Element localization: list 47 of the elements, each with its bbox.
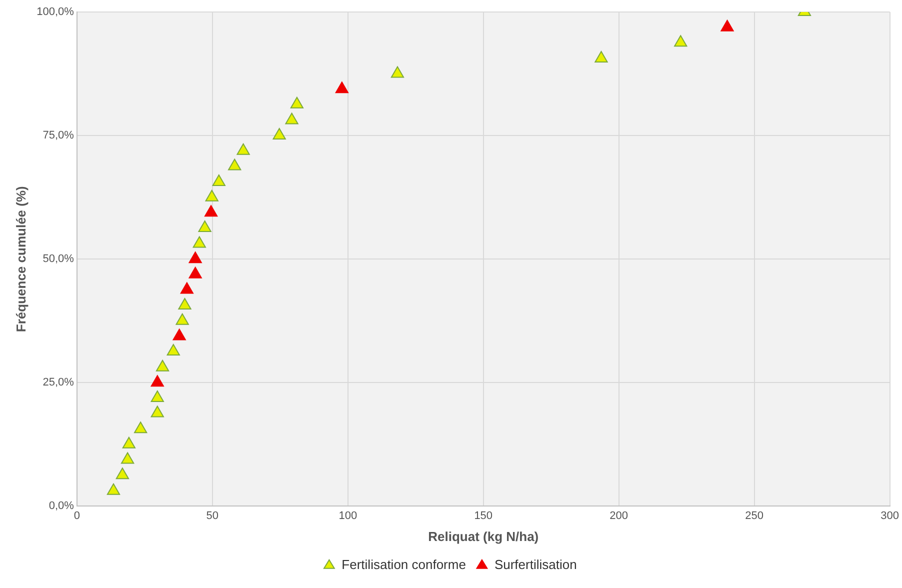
point bbox=[212, 174, 226, 186]
point bbox=[116, 468, 129, 480]
point bbox=[172, 328, 186, 340]
point bbox=[121, 452, 134, 464]
point bbox=[594, 50, 608, 62]
x-tick-label: 50 bbox=[206, 510, 219, 522]
x-tick-label: 150 bbox=[474, 510, 493, 522]
point bbox=[236, 143, 250, 155]
point bbox=[150, 390, 164, 402]
point bbox=[188, 252, 202, 264]
point bbox=[205, 190, 218, 202]
point bbox=[290, 96, 304, 108]
point bbox=[390, 66, 404, 78]
point bbox=[178, 298, 192, 310]
y-tick-label: 50,0% bbox=[42, 253, 74, 266]
x-tick-label: 0 bbox=[74, 510, 80, 522]
x-tick-label: 200 bbox=[610, 510, 628, 522]
point bbox=[166, 344, 180, 356]
x-axis-title: Reliquat (kg N/ha) bbox=[428, 528, 539, 544]
x-tick-label: 300 bbox=[880, 510, 900, 522]
point bbox=[122, 436, 136, 448]
x-tick-label: 100 bbox=[338, 510, 358, 522]
point bbox=[176, 313, 189, 325]
y-tick-label: 0,0% bbox=[48, 500, 74, 512]
y-tick-label: 25,0% bbox=[42, 376, 74, 389]
point bbox=[150, 406, 164, 418]
point bbox=[150, 375, 164, 387]
point bbox=[272, 128, 286, 140]
y-axis-title: Fréquence cumulée (%) bbox=[13, 186, 28, 332]
legend-label: Surfertilisation bbox=[494, 557, 577, 572]
point bbox=[204, 205, 218, 217]
point bbox=[228, 158, 242, 170]
point bbox=[674, 35, 688, 47]
legend-label: Fertilisation conforme bbox=[342, 557, 466, 572]
point bbox=[335, 82, 348, 94]
point bbox=[188, 266, 202, 278]
point bbox=[285, 112, 298, 124]
point bbox=[192, 236, 206, 248]
point bbox=[106, 483, 120, 495]
point bbox=[720, 20, 734, 32]
point bbox=[180, 282, 194, 294]
point bbox=[198, 220, 212, 232]
point bbox=[134, 422, 148, 434]
x-tick-label: 250 bbox=[745, 510, 764, 522]
y-tick-label: 100,0% bbox=[36, 6, 74, 18]
point bbox=[156, 360, 170, 372]
y-tick-label: 75,0% bbox=[42, 130, 74, 142]
